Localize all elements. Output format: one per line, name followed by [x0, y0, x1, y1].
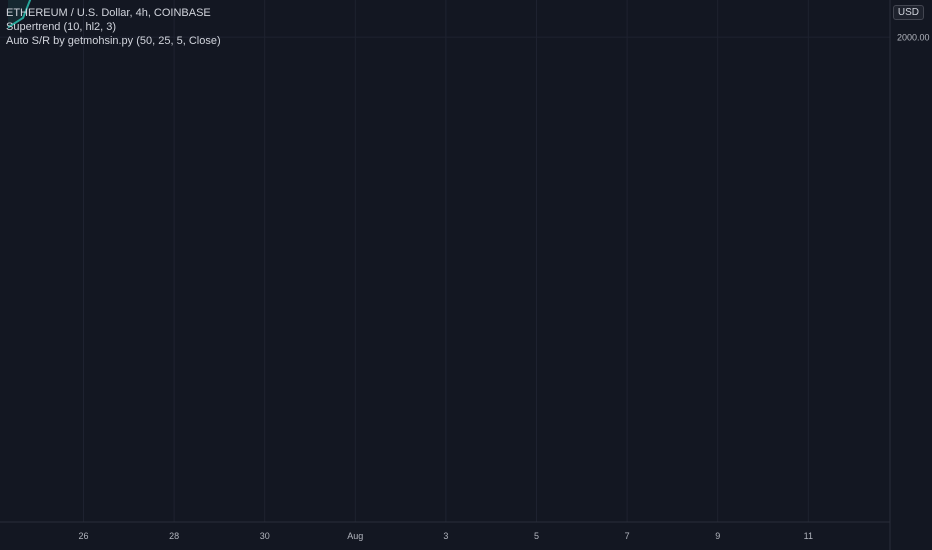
- supertrend-up-fill: [8, 0, 31, 28]
- time-tick-label: 30: [260, 531, 270, 541]
- auto-sr-legend[interactable]: Auto S/R by getmohsin.py (50, 25, 5, Clo…: [6, 35, 221, 47]
- time-tick-label: 7: [625, 531, 630, 541]
- currency-button[interactable]: USD: [892, 5, 924, 20]
- time-tick-label: 11: [804, 531, 813, 541]
- time-tick-label: 26: [78, 531, 88, 541]
- time-tick-label: 28: [169, 531, 179, 541]
- price-tick-label: 2000.00: [897, 33, 930, 43]
- time-tick-label: Aug: [347, 531, 363, 541]
- time-tick-label: 3: [443, 531, 448, 541]
- supertrend-legend[interactable]: Supertrend (10, hl2, 3): [6, 21, 117, 33]
- chart-legend: ETHEREUM / U.S. Dollar, 4h, COINBASE Sup…: [6, 6, 221, 48]
- price-axis: [890, 0, 932, 550]
- time-tick-label: 9: [715, 531, 720, 541]
- symbol-title[interactable]: ETHEREUM / U.S. Dollar, 4h, COINBASE: [6, 7, 211, 19]
- time-tick-label: 5: [534, 531, 539, 541]
